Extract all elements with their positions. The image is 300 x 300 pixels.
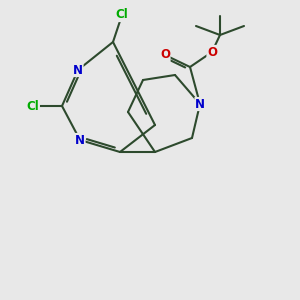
Text: N: N <box>75 134 85 146</box>
Text: N: N <box>195 98 205 110</box>
Text: O: O <box>207 46 217 59</box>
Text: N: N <box>73 64 83 76</box>
Text: Cl: Cl <box>27 100 39 112</box>
Text: Cl: Cl <box>116 8 128 22</box>
Text: O: O <box>160 49 170 62</box>
